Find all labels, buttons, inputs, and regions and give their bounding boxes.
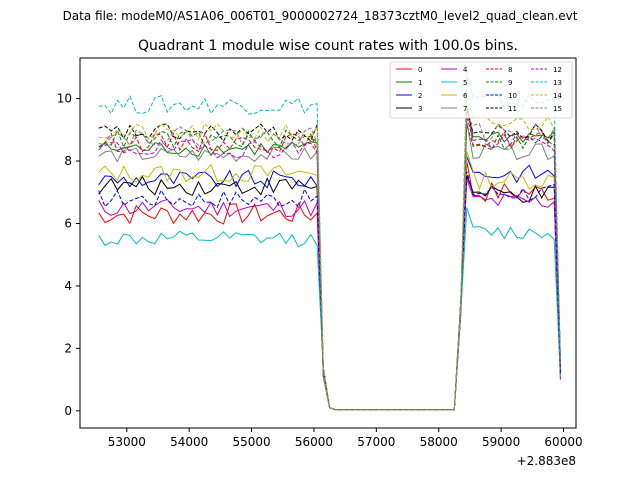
series-line-8 [98,105,561,411]
y-tick-label: 0 [64,404,72,418]
plot-frame [79,57,577,429]
y-tick-label: 6 [64,216,72,230]
x-tick-label: 57000 [357,435,395,449]
legend-label-14: 14 [553,92,562,100]
figure-suptitle: Data file: modeM0/AS1A06_006T01_90000027… [63,9,578,23]
legend-label-9: 9 [508,79,512,87]
legend-label-8: 8 [508,66,512,74]
x-tick-label: 56000 [295,435,333,449]
x-axis-ticks: 53000 54000 55000 56000 57000 58000 59000 60000 [108,428,583,449]
series-lines [98,72,561,411]
chart-title: Quadrant 1 module wise count rates with … [138,38,518,54]
x-tick-label: 55000 [232,435,270,449]
x-tick-label: 53000 [108,435,146,449]
series-line-3 [98,175,561,411]
x-tick-label: 54000 [170,435,208,449]
legend-label-2: 2 [418,92,422,100]
y-axis-ticks: 0 2 4 6 8 10 [57,92,80,418]
legend-label-13: 13 [553,79,562,87]
series-line-10 [98,171,561,411]
legend-label-12: 12 [553,66,562,74]
legend-label-5: 5 [463,79,467,87]
legend-label-7: 7 [463,105,467,113]
legend-frame [389,61,573,119]
series-line-13 [98,72,561,411]
series-line-15 [98,115,561,411]
x-axis-offset-label: +2.883e8 [517,454,576,468]
legend-label-0: 0 [418,66,422,74]
x-tick-label: 60000 [544,435,582,449]
series-line-4 [98,178,561,411]
series-line-12 [98,115,561,411]
y-tick-label: 10 [57,92,72,106]
series-line-7 [98,121,561,411]
legend-label-10: 10 [508,92,517,100]
y-tick-label: 4 [64,279,72,293]
series-line-2 [98,156,561,411]
series-line-5 [98,207,561,411]
x-tick-label: 59000 [482,435,520,449]
series-line-9 [98,124,561,411]
legend-label-1: 1 [418,79,422,87]
y-tick-label: 2 [64,341,72,355]
series-line-6 [98,151,561,411]
y-tick-label: 8 [64,154,72,168]
legend-label-3: 3 [418,105,422,113]
x-tick-label: 58000 [420,435,458,449]
legend-label-15: 15 [553,105,562,113]
series-line-1 [98,104,561,411]
legend-label-11: 11 [508,105,517,113]
legend-label-6: 6 [463,92,468,100]
legend-label-4: 4 [463,66,468,74]
series-line-11 [98,109,561,411]
